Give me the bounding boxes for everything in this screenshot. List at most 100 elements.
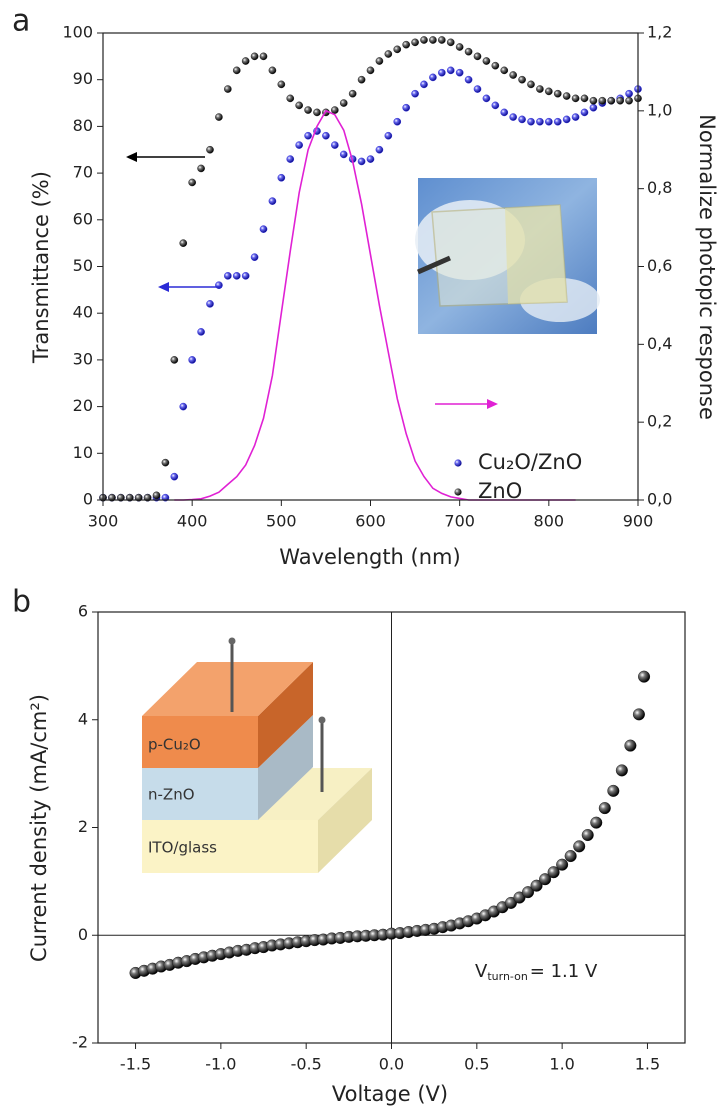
y-tick-label: 30 <box>73 349 93 368</box>
y-axis-label: Current density (mA/cm²) <box>27 694 51 962</box>
y-tick-label: 90 <box>73 69 93 88</box>
y2-tick-label: 0,6 <box>647 256 672 275</box>
point <box>331 106 339 114</box>
legend-marker <box>454 488 462 496</box>
x-tick-label: 400 <box>177 512 208 531</box>
y2-axis-label: Normalize photopic response <box>695 114 718 420</box>
point <box>625 96 633 105</box>
point <box>206 145 214 154</box>
x-tick-label: -1.0 <box>205 1055 236 1074</box>
point <box>295 101 303 110</box>
y2-tick-label: 0,0 <box>647 490 672 509</box>
point <box>553 89 562 98</box>
point <box>339 150 348 159</box>
point <box>366 155 375 163</box>
point <box>179 239 188 247</box>
point <box>500 66 509 75</box>
y-tick-label: 100 <box>62 23 93 42</box>
point <box>589 103 598 112</box>
inset-label: p-Cu₂O <box>148 736 201 754</box>
point <box>509 71 517 79</box>
x-tick-label: -0.5 <box>291 1055 322 1074</box>
point <box>491 61 500 70</box>
point <box>393 45 402 54</box>
point <box>607 784 620 797</box>
annotation: Vturn-on = 1.1 V <box>475 961 598 983</box>
point <box>446 66 455 75</box>
y-tick-label: 80 <box>73 116 93 135</box>
y-tick-label: 0 <box>83 490 93 509</box>
point <box>580 108 589 117</box>
point <box>455 68 464 77</box>
y2-tick-label: 0,4 <box>647 334 672 353</box>
legend-label: ZnO <box>478 479 522 503</box>
x-tick-label: 1.0 <box>549 1055 574 1074</box>
x-tick-label: 800 <box>534 512 565 531</box>
point <box>241 57 250 65</box>
point <box>339 99 348 107</box>
x-tick-label: 0.0 <box>379 1055 404 1074</box>
point <box>536 85 544 93</box>
point <box>322 131 330 140</box>
x-tick-label: 300 <box>88 512 119 531</box>
point <box>420 36 428 44</box>
point <box>616 96 624 105</box>
arrows <box>126 152 498 409</box>
point <box>625 89 633 98</box>
point <box>539 873 552 886</box>
point <box>632 708 645 721</box>
point <box>545 117 553 126</box>
point <box>527 117 535 126</box>
point <box>375 145 384 154</box>
point <box>580 94 589 103</box>
point <box>573 840 586 853</box>
point <box>547 866 560 879</box>
point <box>598 802 611 815</box>
y-tick-label: 70 <box>73 163 93 182</box>
y-tick-label: 50 <box>73 256 93 275</box>
point <box>571 94 580 103</box>
y-tick-label: 6 <box>78 602 88 621</box>
point <box>250 52 259 61</box>
y-tick-label: 2 <box>78 817 88 836</box>
point <box>268 66 277 75</box>
annotation-part: = 1.1 V <box>530 961 598 982</box>
point <box>473 52 482 61</box>
point <box>331 141 339 149</box>
point <box>197 328 205 336</box>
x-tick-label: 600 <box>355 512 386 531</box>
legend-marker <box>454 459 462 467</box>
point <box>152 491 161 500</box>
point <box>522 886 535 899</box>
y-tick-label: -2 <box>72 1033 88 1052</box>
point <box>277 173 286 182</box>
device-diagram: p-Cu₂O n-ZnO ITO/glass <box>142 637 372 873</box>
point <box>556 858 569 871</box>
point <box>259 52 268 61</box>
point <box>268 197 277 205</box>
point <box>638 670 651 683</box>
point <box>170 356 179 364</box>
point <box>357 157 366 166</box>
point <box>429 36 437 44</box>
point <box>188 178 196 187</box>
point <box>420 80 428 89</box>
point <box>366 66 375 75</box>
annotation-part: V <box>475 961 488 982</box>
point <box>206 300 214 308</box>
y-tick-label: 40 <box>73 303 93 322</box>
x-tick-label: -1.5 <box>120 1055 151 1074</box>
y-axis-label: Transmittance (%) <box>29 171 53 364</box>
y2-tick-label: 0,8 <box>647 178 672 197</box>
point <box>482 94 491 103</box>
point <box>411 89 419 98</box>
point <box>438 68 446 77</box>
point <box>615 764 628 777</box>
point <box>277 80 286 89</box>
point <box>393 117 402 126</box>
point <box>411 38 419 47</box>
point <box>241 272 250 280</box>
point <box>250 253 259 261</box>
point <box>402 103 410 112</box>
